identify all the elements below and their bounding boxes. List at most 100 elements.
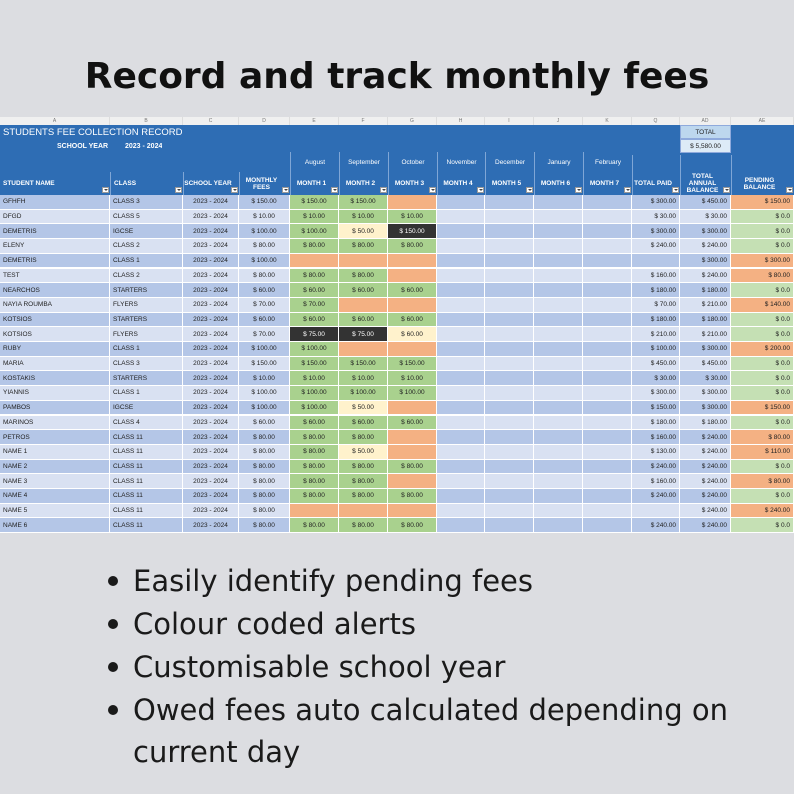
value-cell: 2023 - 2024 [183, 224, 239, 240]
value-cell [437, 518, 485, 533]
value-cell: 2023 - 2024 [183, 474, 239, 489]
value-cell [485, 209, 534, 225]
value-cell [534, 430, 583, 445]
text-cell: CLASS 4 [110, 415, 183, 431]
value-cell: $ 0.0 [731, 312, 794, 328]
value-cell: $ 150.00 [290, 356, 339, 372]
value-cell [583, 283, 632, 298]
value-cell: $ 240.00 [680, 518, 731, 533]
text-cell: STARTERS [110, 371, 183, 387]
text-cell: CLASS 1 [110, 342, 183, 357]
value-cell: $ 300.00 [632, 224, 680, 240]
value-cell: $ 0.0 [731, 415, 794, 431]
value-cell [583, 444, 632, 460]
filter-button [786, 187, 793, 193]
value-cell: $ 60.00 [339, 283, 388, 298]
value-cell: $ 30.00 [680, 209, 731, 225]
value-cell: 2023 - 2024 [183, 195, 239, 210]
value-cell: $ 450.00 [680, 195, 731, 210]
column-header: MONTHLY FEES [239, 172, 290, 195]
value-cell: 2023 - 2024 [183, 386, 239, 401]
value-cell [583, 430, 632, 445]
filter-button [477, 187, 484, 193]
value-cell: $ 80.00 [339, 518, 388, 533]
value-cell: $ 150.00 [239, 356, 290, 372]
value-cell: $ 80.00 [290, 474, 339, 489]
filter-button [723, 187, 730, 193]
month-name: August [290, 152, 339, 172]
school-year-label: SCHOOL YEAR [57, 143, 109, 150]
page-title: Record and track monthly fees [84, 56, 710, 97]
value-cell [534, 400, 583, 416]
month-name: November [437, 152, 485, 172]
value-cell [583, 327, 632, 342]
filter-button [429, 187, 436, 193]
letters-bar [0, 117, 794, 125]
value-cell: $ 80.00 [239, 268, 290, 284]
value-cell: $ 180.00 [680, 283, 731, 298]
value-cell: $ 200.00 [731, 342, 794, 357]
text-cell: NAME 2 [0, 459, 110, 475]
value-cell [485, 283, 534, 298]
filter-button [526, 187, 533, 193]
value-cell [437, 224, 485, 240]
value-cell [534, 356, 583, 372]
column-letter: K [583, 117, 632, 125]
value-cell: $ 80.00 [290, 268, 339, 284]
value-cell: $ 180.00 [632, 312, 680, 328]
bullet-dot [108, 576, 118, 586]
value-cell [485, 195, 534, 210]
column-header: PENDING BALANCE [731, 172, 794, 195]
filter-button [175, 187, 182, 193]
column-letter: H [437, 117, 485, 125]
value-cell [437, 209, 485, 225]
value-cell [534, 283, 583, 298]
text-cell: NAME 1 [0, 444, 110, 460]
value-cell: $ 100.00 [239, 386, 290, 401]
column-letter: J [534, 117, 583, 125]
value-cell: $ 50.00 [339, 400, 388, 416]
value-cell [485, 327, 534, 342]
value-cell [583, 195, 632, 210]
value-cell [583, 415, 632, 431]
value-cell [388, 253, 437, 269]
column-header: MONTH 6 [534, 172, 583, 195]
filter-button [231, 187, 238, 193]
value-cell [583, 224, 632, 240]
text-cell: KOTSIOS [0, 327, 110, 342]
value-cell [290, 253, 339, 269]
value-cell: $ 180.00 [680, 415, 731, 431]
text-cell: NAME 6 [0, 518, 110, 533]
value-cell: $ 300.00 [680, 386, 731, 401]
column-letter: I [485, 117, 534, 125]
value-cell: $ 80.00 [339, 474, 388, 489]
value-cell: $ 240.00 [680, 444, 731, 460]
value-cell: $ 80.00 [239, 503, 290, 519]
value-cell: 2023 - 2024 [183, 342, 239, 357]
value-cell [437, 371, 485, 387]
value-cell [388, 195, 437, 210]
text-cell: NAME 3 [0, 474, 110, 489]
value-cell [534, 474, 583, 489]
text-cell: CLASS 11 [110, 503, 183, 519]
value-cell: $ 60.00 [290, 312, 339, 328]
text-cell: DEMETRIS [0, 253, 110, 269]
value-cell: $ 150.00 [339, 195, 388, 210]
column-letter: AD [680, 117, 731, 125]
value-cell [534, 312, 583, 328]
text-cell: KOSTAKIS [0, 371, 110, 387]
value-cell: $ 80.00 [239, 459, 290, 475]
value-cell: $ 100.00 [290, 386, 339, 401]
value-cell [485, 312, 534, 328]
value-cell [485, 518, 534, 533]
value-cell [437, 195, 485, 210]
value-cell [485, 371, 534, 387]
value-cell [485, 224, 534, 240]
value-cell: $ 110.00 [731, 444, 794, 460]
value-cell [437, 342, 485, 357]
value-cell: $ 100.00 [239, 400, 290, 416]
value-cell: $ 60.00 [290, 415, 339, 431]
value-cell [437, 503, 485, 519]
text-cell: YIANNIS [0, 386, 110, 401]
value-cell: $ 240.00 [680, 489, 731, 504]
